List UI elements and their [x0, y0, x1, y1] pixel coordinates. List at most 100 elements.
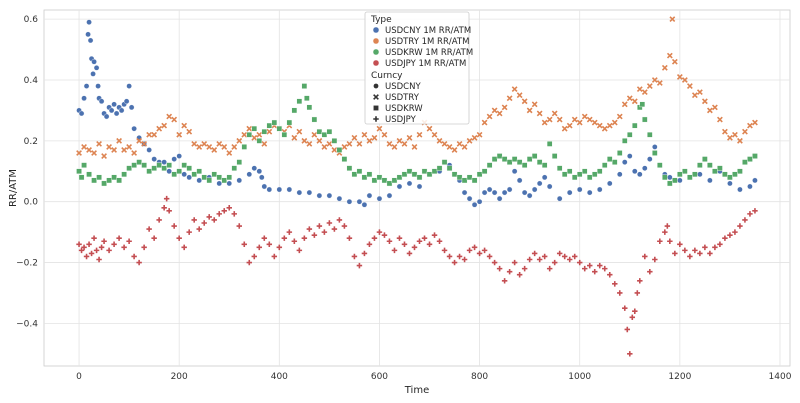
data-point: [206, 177, 213, 184]
data-point: [171, 171, 177, 178]
data-point: [256, 168, 263, 175]
data-point: [261, 183, 268, 190]
data-point: [196, 168, 203, 175]
data-point: [451, 171, 458, 178]
data-point: [186, 165, 192, 172]
data-point: [692, 171, 698, 178]
data-point: [476, 250, 483, 257]
data-point: [291, 107, 298, 114]
data-point: [516, 271, 523, 278]
data-point: [531, 153, 538, 159]
data-point: [246, 125, 253, 132]
data-point: [747, 156, 753, 162]
data-point: [226, 205, 232, 211]
data-point: [191, 217, 197, 223]
data-point: [246, 259, 253, 266]
data-point: [566, 256, 573, 263]
data-point: [196, 226, 202, 232]
x-tick-label: 0: [76, 372, 82, 382]
data-point: [607, 271, 613, 278]
legend-marker: [372, 37, 380, 45]
data-point: [163, 195, 170, 202]
data-point: [531, 101, 538, 108]
data-point: [136, 159, 142, 165]
data-point: [627, 351, 633, 357]
data-point: [747, 122, 753, 129]
data-point: [616, 113, 623, 120]
data-point: [677, 171, 683, 178]
data-point: [712, 244, 718, 251]
data-point: [301, 235, 308, 241]
data-point: [246, 171, 253, 178]
data-point: [722, 171, 728, 178]
legend-marker: [372, 26, 380, 34]
data-point: [78, 174, 85, 181]
data-point: [171, 116, 178, 123]
data-point: [381, 177, 388, 184]
data-point: [426, 125, 433, 132]
data-point: [691, 92, 698, 99]
data-point: [266, 122, 273, 129]
data-point: [381, 232, 388, 238]
data-point: [98, 244, 105, 251]
data-point: [642, 253, 648, 260]
data-point: [496, 153, 503, 159]
data-point: [636, 86, 643, 93]
data-point: [276, 244, 283, 251]
data-point: [251, 125, 258, 132]
data-point: [221, 144, 228, 150]
data-point: [471, 177, 478, 184]
data-point: [191, 140, 198, 147]
data-point: [286, 229, 293, 235]
data-point: [727, 180, 733, 187]
data-point: [316, 128, 323, 135]
data-point: [296, 128, 303, 135]
data-point: [667, 180, 673, 187]
tick-labels: 0 200 400 600 800 1000 1200 1400 −0.4 −0.2 0.0 0.2 0…: [16, 15, 792, 382]
data-point: [331, 226, 338, 232]
data-point: [141, 244, 147, 251]
data-point: [83, 253, 90, 260]
data-point: [576, 171, 583, 178]
data-point: [161, 159, 167, 165]
data-point: [331, 138, 338, 144]
data-point: [652, 144, 658, 150]
data-point: [471, 201, 478, 208]
data-point: [546, 116, 553, 123]
data-point: [76, 150, 82, 156]
data-point: [486, 253, 493, 260]
data-point: [306, 140, 313, 147]
data-point: [111, 101, 117, 108]
data-point: [621, 159, 628, 165]
data-point: [311, 131, 318, 138]
data-point: [566, 168, 573, 175]
data-point: [641, 89, 648, 96]
data-point: [396, 183, 403, 190]
data-point: [376, 125, 383, 132]
data-point: [256, 131, 263, 138]
data-point: [96, 174, 102, 181]
data-point: [361, 131, 368, 138]
data-point: [686, 83, 693, 89]
data-point: [151, 156, 157, 162]
data-point: [722, 128, 728, 135]
data-point: [346, 198, 353, 205]
data-point: [516, 159, 523, 165]
data-point: [597, 262, 603, 269]
data-points: [76, 16, 758, 357]
data-point: [76, 241, 82, 248]
data-point: [476, 171, 483, 178]
data-point: [506, 159, 513, 165]
data-point: [131, 253, 137, 260]
data-point: [386, 180, 393, 187]
data-point: [136, 259, 142, 266]
legend-item-label: USDJPY: [385, 115, 417, 125]
data-point: [106, 144, 112, 150]
data-point: [652, 256, 658, 263]
data-point: [671, 58, 678, 65]
data-point: [626, 131, 633, 138]
data-point: [632, 308, 638, 314]
data-point: [261, 235, 268, 241]
data-point: [702, 244, 708, 251]
y-tick-label: −0.2: [16, 259, 38, 269]
